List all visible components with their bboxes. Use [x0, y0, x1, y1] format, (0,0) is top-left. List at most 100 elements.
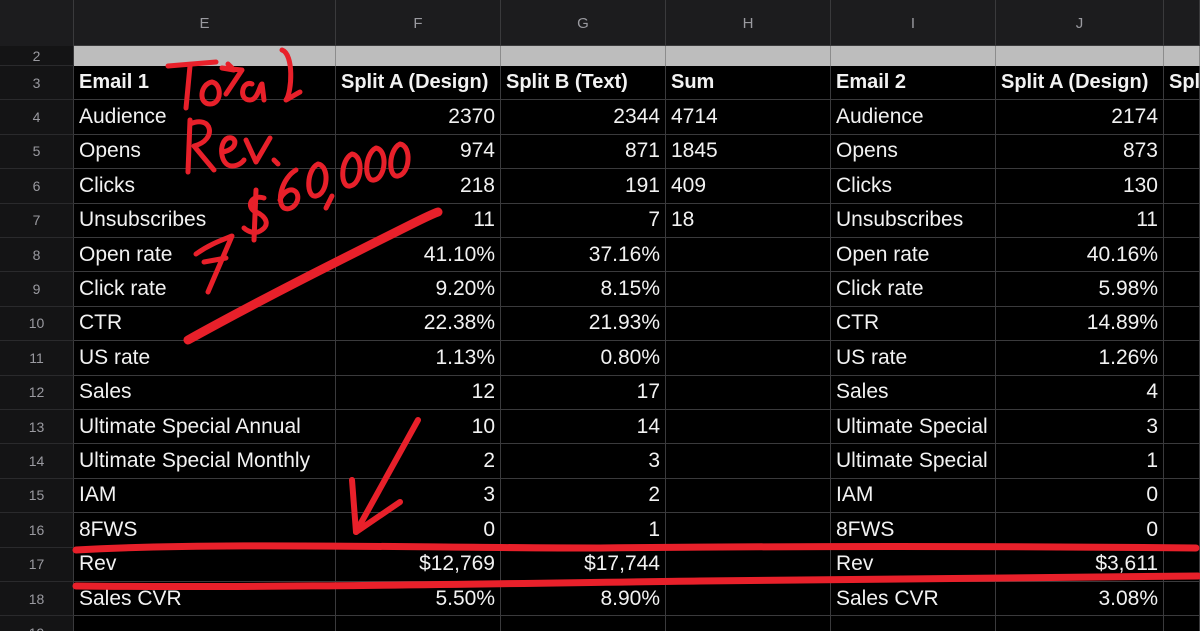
cell-h15[interactable]	[666, 478, 831, 514]
row-header-9[interactable]: 9	[0, 272, 74, 307]
cell-g13[interactable]: 14	[501, 410, 666, 445]
cell-j10[interactable]: 14.89%	[996, 306, 1164, 342]
column-header-i[interactable]: I	[831, 0, 996, 46]
cell-i12[interactable]: Sales	[831, 375, 996, 410]
cell-g12[interactable]: 17	[501, 375, 666, 410]
cell-i3[interactable]: Email 2	[831, 66, 996, 101]
cell-h5[interactable]: 1845	[666, 134, 831, 170]
row-header-19[interactable]: 19	[0, 616, 74, 631]
cell-f9[interactable]: 9.20%	[336, 272, 501, 307]
row-2-cell[interactable]	[74, 46, 336, 66]
select-all-corner[interactable]	[0, 0, 74, 46]
cell-i11[interactable]: US rate	[831, 341, 996, 376]
cell-g6[interactable]: 191	[501, 169, 666, 204]
cell-g17[interactable]: $17,744	[501, 547, 666, 582]
cell-e15[interactable]: IAM	[74, 478, 336, 514]
cell-i6[interactable]: Clicks	[831, 169, 996, 204]
cell-j4[interactable]: 2174	[996, 100, 1164, 135]
column-header-j[interactable]: J	[996, 0, 1164, 46]
column-header-k[interactable]	[1164, 0, 1200, 46]
cell-g7[interactable]: 7	[501, 203, 666, 238]
cell-h4[interactable]: 4714	[666, 100, 831, 135]
cell-j11[interactable]: 1.26%	[996, 341, 1164, 376]
cell-f5[interactable]: 974	[336, 134, 501, 170]
cell-k13[interactable]	[1164, 410, 1200, 445]
cell-g9[interactable]: 8.15%	[501, 272, 666, 307]
cell-row-19[interactable]	[996, 616, 1164, 631]
cell-g15[interactable]: 2	[501, 478, 666, 514]
cell-k11[interactable]	[1164, 341, 1200, 376]
cell-k15[interactable]	[1164, 478, 1200, 514]
cell-g3[interactable]: Split B (Text)	[501, 66, 666, 101]
cell-i18[interactable]: Sales CVR	[831, 582, 996, 617]
cell-k17[interactable]	[1164, 547, 1200, 582]
cell-i13[interactable]: Ultimate Special	[831, 410, 996, 445]
cell-j17[interactable]: $3,611	[996, 547, 1164, 582]
cell-i14[interactable]: Ultimate Special	[831, 444, 996, 479]
cell-f4[interactable]: 2370	[336, 100, 501, 135]
row-2-cell[interactable]	[996, 46, 1164, 66]
cell-f3[interactable]: Split A (Design)	[336, 66, 501, 101]
row-2-cell[interactable]	[1164, 46, 1200, 66]
cell-e9[interactable]: Click rate	[74, 272, 336, 307]
cell-row-19[interactable]	[74, 616, 336, 631]
row-header-18[interactable]: 18	[0, 582, 74, 617]
cell-row-19[interactable]	[336, 616, 501, 631]
row-header-2[interactable]: 2	[0, 46, 74, 66]
cell-j3[interactable]: Split A (Design)	[996, 66, 1164, 101]
cell-f11[interactable]: 1.13%	[336, 341, 501, 376]
cell-k7[interactable]	[1164, 203, 1200, 238]
cell-j8[interactable]: 40.16%	[996, 238, 1164, 273]
cell-i15[interactable]: IAM	[831, 478, 996, 514]
cell-j12[interactable]: 4	[996, 375, 1164, 410]
cell-e16[interactable]: 8FWS	[74, 513, 336, 548]
cell-j14[interactable]: 1	[996, 444, 1164, 479]
row-header-3[interactable]: 3	[0, 66, 74, 101]
row-header-5[interactable]: 5	[0, 134, 74, 170]
cell-k14[interactable]	[1164, 444, 1200, 479]
cell-j9[interactable]: 5.98%	[996, 272, 1164, 307]
cell-k8[interactable]	[1164, 238, 1200, 273]
cell-g4[interactable]: 2344	[501, 100, 666, 135]
row-2-cell[interactable]	[336, 46, 501, 66]
row-2-cell[interactable]	[501, 46, 666, 66]
cell-h3[interactable]: Sum	[666, 66, 831, 101]
cell-e8[interactable]: Open rate	[74, 238, 336, 273]
cell-f15[interactable]: 3	[336, 478, 501, 514]
column-header-f[interactable]: F	[336, 0, 501, 46]
cell-k18[interactable]	[1164, 582, 1200, 617]
cell-h6[interactable]: 409	[666, 169, 831, 204]
cell-f10[interactable]: 22.38%	[336, 306, 501, 342]
cell-f17[interactable]: $12,769	[336, 547, 501, 582]
cell-h8[interactable]	[666, 238, 831, 273]
row-header-11[interactable]: 11	[0, 341, 74, 376]
cell-e6[interactable]: Clicks	[74, 169, 336, 204]
column-header-h[interactable]: H	[666, 0, 831, 46]
cell-e11[interactable]: US rate	[74, 341, 336, 376]
cell-g14[interactable]: 3	[501, 444, 666, 479]
cell-f13[interactable]: 10	[336, 410, 501, 445]
cell-i17[interactable]: Rev	[831, 547, 996, 582]
cell-h13[interactable]	[666, 410, 831, 445]
cell-f12[interactable]: 12	[336, 375, 501, 410]
cell-i4[interactable]: Audience	[831, 100, 996, 135]
row-2-cell[interactable]	[831, 46, 996, 66]
cell-k9[interactable]	[1164, 272, 1200, 307]
cell-i16[interactable]: 8FWS	[831, 513, 996, 548]
cell-f14[interactable]: 2	[336, 444, 501, 479]
cell-e14[interactable]: Ultimate Special Monthly	[74, 444, 336, 479]
cell-h12[interactable]	[666, 375, 831, 410]
cell-e3[interactable]: Email 1	[74, 66, 336, 101]
row-header-16[interactable]: 16	[0, 513, 74, 548]
cell-j16[interactable]: 0	[996, 513, 1164, 548]
cell-j15[interactable]: 0	[996, 478, 1164, 514]
cell-e10[interactable]: CTR	[74, 306, 336, 342]
cell-e17[interactable]: Rev	[74, 547, 336, 582]
cell-j6[interactable]: 130	[996, 169, 1164, 204]
cell-g8[interactable]: 37.16%	[501, 238, 666, 273]
row-header-4[interactable]: 4	[0, 100, 74, 135]
cell-i8[interactable]: Open rate	[831, 238, 996, 273]
cell-g5[interactable]: 871	[501, 134, 666, 170]
cell-f7[interactable]: 11	[336, 203, 501, 238]
row-header-10[interactable]: 10	[0, 306, 74, 342]
